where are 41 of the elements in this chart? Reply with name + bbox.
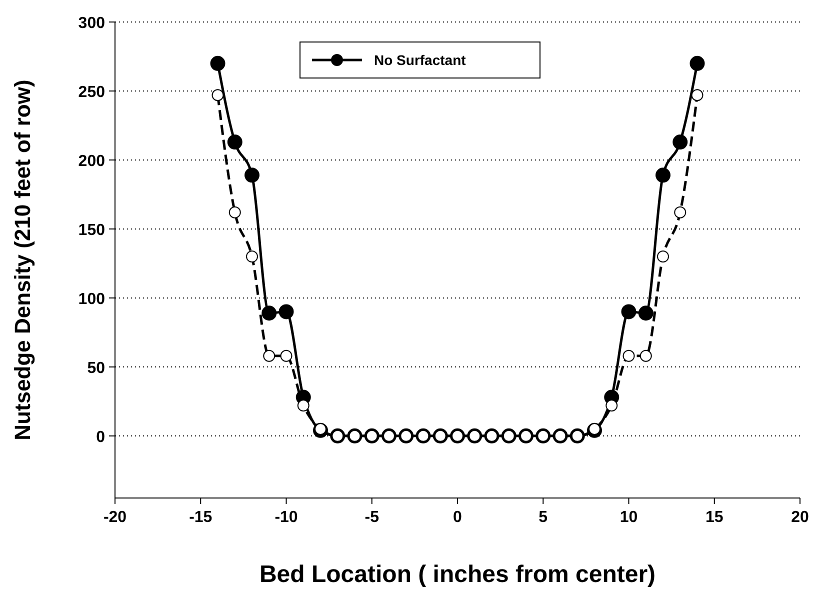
y-tick-label: 100: [78, 290, 106, 308]
point: [280, 350, 292, 362]
point: [691, 89, 704, 102]
point: [672, 134, 688, 150]
x-tick-label: 15: [705, 509, 724, 526]
point: [657, 250, 669, 263]
point: [263, 350, 276, 362]
point: [606, 400, 618, 412]
legend-label: No Surfactant: [374, 52, 466, 68]
x-axis-title: Bed Location ( inches from center): [259, 561, 656, 588]
y-tick-label: 250: [78, 84, 106, 101]
point: [212, 89, 224, 102]
x-tick-label: -5: [364, 509, 380, 526]
x-tick-label: 0: [453, 509, 462, 526]
x-tick-label: 5: [538, 509, 548, 526]
y-tick-label: 50: [87, 360, 106, 377]
point: [640, 350, 652, 362]
x-tick-label: -10: [274, 509, 298, 526]
y-tick-label: 150: [78, 222, 106, 239]
y-tick-label: 300: [78, 15, 106, 32]
point: [638, 306, 654, 321]
point: [227, 134, 242, 150]
point: [622, 350, 635, 362]
point: [621, 304, 636, 320]
point: [262, 306, 277, 321]
point: [674, 206, 686, 218]
x-tick-label: 10: [620, 509, 638, 526]
point: [297, 400, 310, 412]
point: [690, 56, 705, 71]
y-axis-title: Nutsedge Density (210 feet of row): [10, 80, 35, 440]
point: [244, 168, 260, 183]
point: [278, 304, 294, 320]
point: [246, 250, 258, 263]
y-tick-label: 200: [78, 152, 106, 170]
point: [228, 206, 241, 218]
point: [656, 168, 670, 183]
x-tick-label: 20: [791, 509, 809, 526]
x-tick-label: -20: [103, 509, 127, 526]
x-tick-label: -15: [189, 509, 212, 526]
point: [210, 56, 226, 71]
y-tick-label: 0: [96, 428, 106, 446]
